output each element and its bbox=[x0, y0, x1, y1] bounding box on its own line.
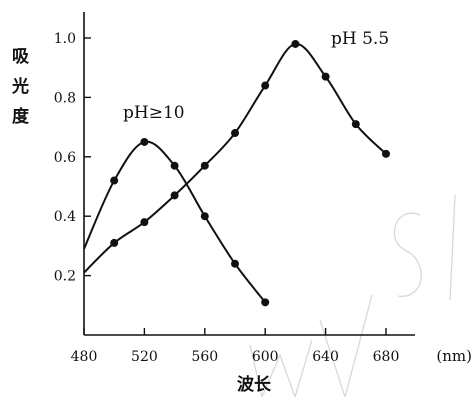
x-axis-title: 波长 bbox=[237, 374, 272, 395]
data-point bbox=[140, 137, 149, 146]
x-axis-unit: (nm) bbox=[436, 347, 472, 365]
y-axis-title-char-3: 度 bbox=[12, 106, 30, 127]
data-point bbox=[170, 161, 179, 170]
x-tick-label: 520 bbox=[131, 349, 158, 365]
y-axis-title-char-2: 光 bbox=[11, 76, 29, 97]
ticks bbox=[83, 37, 387, 335]
y-axis-title-char-1: 吸 bbox=[12, 47, 30, 67]
data-point bbox=[231, 259, 239, 268]
x-tick-label: 560 bbox=[191, 349, 218, 365]
y-tick-label: 0.8 bbox=[54, 90, 76, 106]
data-point bbox=[351, 120, 360, 129]
data-point bbox=[382, 149, 390, 158]
y-tick-label: 0.2 bbox=[54, 269, 76, 285]
y-tick-label: 1.0 bbox=[54, 31, 76, 47]
y-tick-label: 0.6 bbox=[54, 150, 76, 166]
data-point bbox=[140, 218, 149, 227]
y-tick-label: 0.4 bbox=[54, 209, 76, 225]
series-label-ph10: pH≥10 bbox=[123, 103, 185, 123]
data-point bbox=[291, 39, 300, 48]
tick-labels: 480 520 560 600 640 680 0.2 0.4 0.6 0.8 1.0 bbox=[54, 31, 400, 365]
data-point bbox=[261, 81, 270, 90]
data-point bbox=[110, 238, 119, 247]
data-point bbox=[261, 298, 270, 307]
y-axis-title: 吸 光 度 bbox=[11, 47, 30, 127]
series-curve-2 bbox=[83, 42, 387, 274]
data-point bbox=[200, 212, 209, 221]
series-points bbox=[110, 39, 390, 307]
x-tick-label: 480 bbox=[71, 349, 98, 365]
data-point bbox=[170, 191, 179, 200]
data-point bbox=[321, 72, 330, 81]
data-point bbox=[110, 176, 119, 185]
x-tick-label: 680 bbox=[373, 349, 400, 365]
x-tick-label: 640 bbox=[312, 349, 339, 365]
data-point bbox=[200, 161, 209, 170]
watermark bbox=[249, 194, 456, 397]
x-tick-label: 600 bbox=[252, 349, 279, 365]
series-label-ph55: pH 5.5 bbox=[331, 29, 389, 49]
data-point bbox=[231, 129, 239, 138]
